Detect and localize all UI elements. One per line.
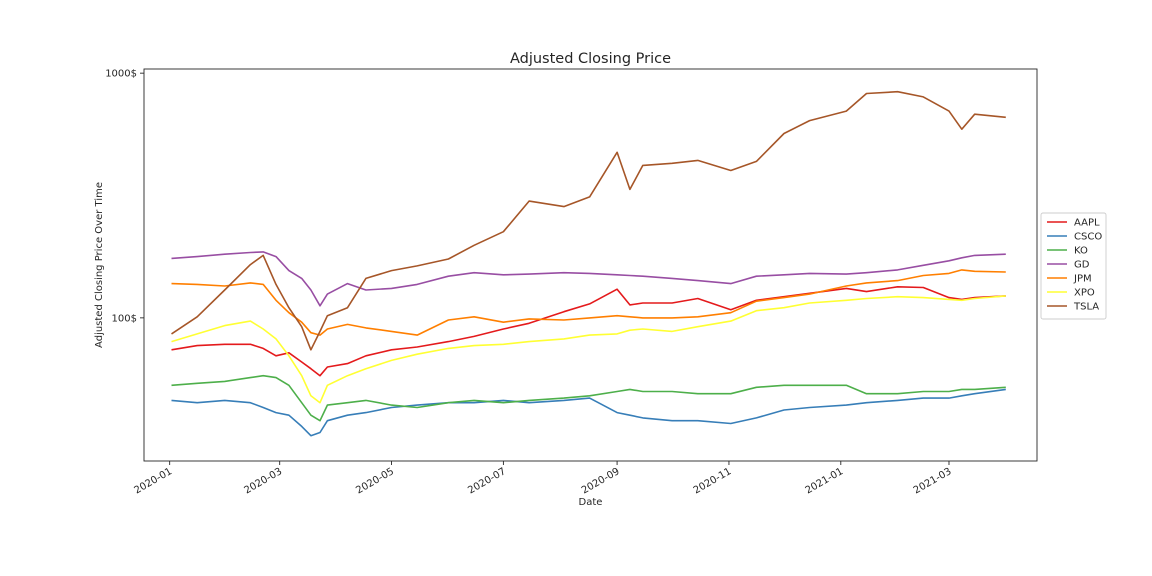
y-axis: 100$ 1000$ bbox=[105, 69, 144, 324]
legend-label-xpo: XPO bbox=[1074, 288, 1095, 299]
plot-area bbox=[171, 90, 1006, 437]
chart-title: Adjusted Closing Price bbox=[510, 51, 671, 67]
legend-label-tsla: TSLA bbox=[1073, 302, 1099, 313]
series-line-gd bbox=[171, 251, 1006, 307]
series-line-csco bbox=[171, 388, 1006, 437]
y-tick-label: 100$ bbox=[112, 313, 137, 324]
y-tick-label: 1000$ bbox=[105, 69, 137, 80]
series-line-tsla bbox=[171, 90, 1006, 351]
legend-label-gd: GD bbox=[1074, 260, 1090, 271]
plot-frame bbox=[143, 68, 1038, 462]
x-axis-label: Date bbox=[579, 497, 603, 508]
series-line-jpm bbox=[171, 269, 1006, 336]
series-line-aapl bbox=[171, 285, 1006, 377]
legend-label-ko: KO bbox=[1074, 246, 1088, 257]
legend-label-aapl: AAPL bbox=[1074, 218, 1100, 229]
series-line-xpo bbox=[171, 295, 1006, 404]
y-axis-label: Adjusted Closing Price Over Time bbox=[94, 182, 105, 348]
series-line-ko bbox=[171, 374, 1006, 422]
legend: AAPL CSCO KO GD JPM XPO TSLA bbox=[1040, 212, 1107, 320]
legend-label-csco: CSCO bbox=[1074, 232, 1102, 243]
legend-label-jpm: JPM bbox=[1073, 274, 1092, 285]
